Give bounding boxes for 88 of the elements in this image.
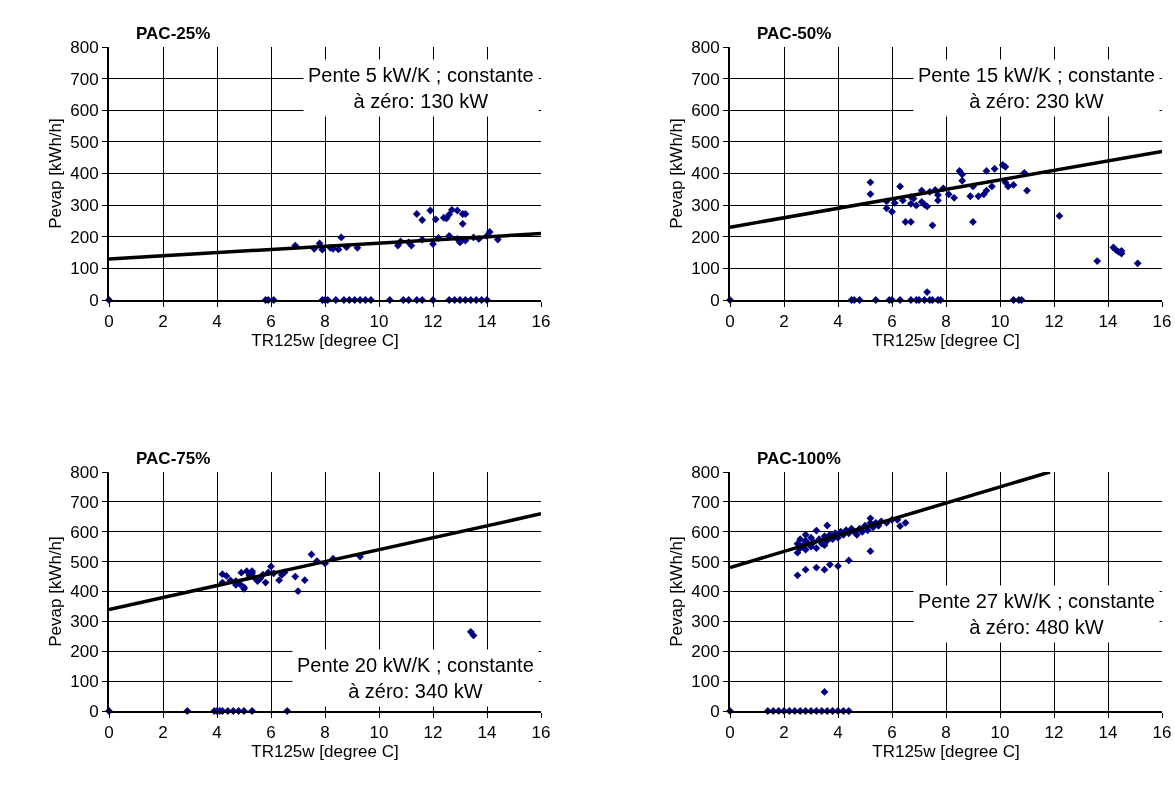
- y-axis-title: Pevap [kWh/h]: [667, 118, 687, 229]
- x-tick-label: 8: [941, 723, 951, 743]
- y-tick-label: 500: [691, 132, 720, 152]
- y-tick-label: 600: [691, 522, 720, 542]
- x-tick-label: 14: [477, 312, 497, 332]
- x-tick-label: 14: [477, 723, 497, 743]
- x-axis-title: TR125w [degree C]: [251, 331, 399, 351]
- y-tick-label: 200: [691, 227, 720, 247]
- y-tick-label: 100: [70, 259, 99, 279]
- y-tick-label: 800: [70, 37, 99, 57]
- y-tick-label: 400: [691, 582, 720, 602]
- x-tick-label: 4: [833, 723, 843, 743]
- x-axis-title: TR125w [degree C]: [872, 331, 1020, 351]
- y-tick-label: 400: [70, 164, 99, 184]
- x-tick-label: 10: [369, 312, 389, 332]
- x-tick-label: 2: [158, 312, 168, 332]
- x-tick-label: 2: [158, 723, 168, 743]
- y-tick-label: 200: [70, 642, 99, 662]
- x-tick-label: 10: [990, 312, 1010, 332]
- x-tick-label: 14: [1098, 312, 1118, 332]
- y-tick-label: 800: [691, 462, 720, 482]
- y-tick-label: 700: [691, 69, 720, 89]
- y-tick-label: 300: [691, 612, 720, 632]
- y-tick-label: 600: [70, 522, 99, 542]
- y-tick-label: 0: [89, 290, 99, 310]
- y-axis-title: Pevap [kWh/h]: [667, 536, 687, 647]
- y-tick-label: 100: [691, 259, 720, 279]
- x-tick-label: 0: [725, 723, 735, 743]
- y-tick-label: 300: [70, 196, 99, 216]
- y-tick-label: 700: [70, 69, 99, 89]
- chart-title: PAC-75%: [136, 449, 211, 468]
- y-tick-label: 300: [691, 196, 720, 216]
- y-tick-label: 200: [691, 642, 720, 662]
- chart-title: PAC-25%: [136, 24, 211, 43]
- x-tick-label: 8: [320, 723, 330, 743]
- x-tick-label: 4: [212, 723, 222, 743]
- x-tick-label: 0: [104, 312, 114, 332]
- x-tick-label: 6: [266, 312, 276, 332]
- y-tick-label: 400: [70, 582, 99, 602]
- y-tick-label: 300: [70, 612, 99, 632]
- x-tick-label: 4: [212, 312, 222, 332]
- x-tick-label: 12: [1044, 312, 1064, 332]
- x-tick-label: 14: [1098, 723, 1118, 743]
- x-tick-label: 12: [423, 723, 443, 743]
- y-tick-label: 700: [691, 492, 720, 512]
- x-tick-label: 12: [1044, 723, 1064, 743]
- y-axis-title: Pevap [kWh/h]: [46, 118, 66, 229]
- x-tick-label: 16: [531, 312, 551, 332]
- annotation: Pente 15 kW/K ; constante à zéro: 230 kW: [918, 64, 1155, 112]
- x-tick-label: 12: [423, 312, 443, 332]
- y-tick-label: 700: [70, 492, 99, 512]
- y-tick-label: 500: [70, 552, 99, 572]
- x-axis-title: TR125w [degree C]: [251, 742, 399, 762]
- y-tick-label: 400: [691, 164, 720, 184]
- y-tick-label: 0: [89, 701, 99, 721]
- chart-title: PAC-100%: [757, 449, 841, 468]
- y-tick-label: 200: [70, 227, 99, 247]
- x-tick-label: 16: [1152, 723, 1172, 743]
- x-tick-label: 0: [104, 723, 114, 743]
- annotation: Pente 20 kW/K ; constante à zéro: 340 kW: [297, 654, 534, 702]
- x-tick-label: 4: [833, 312, 843, 332]
- x-tick-label: 2: [779, 723, 789, 743]
- y-axis-title: Pevap [kWh/h]: [46, 536, 66, 647]
- x-tick-label: 8: [320, 312, 330, 332]
- x-tick-label: 2: [779, 312, 789, 332]
- x-tick-label: 0: [725, 312, 735, 332]
- x-tick-label: 10: [369, 723, 389, 743]
- x-axis-title: TR125w [degree C]: [872, 742, 1020, 762]
- x-tick-label: 10: [990, 723, 1010, 743]
- annotation: Pente 27 kW/K ; constante à zéro: 480 kW: [918, 590, 1155, 638]
- y-tick-label: 0: [710, 290, 720, 310]
- x-tick-label: 6: [887, 312, 897, 332]
- y-tick-label: 0: [710, 701, 720, 721]
- x-tick-label: 8: [941, 312, 951, 332]
- y-tick-label: 500: [70, 132, 99, 152]
- x-tick-label: 16: [531, 723, 551, 743]
- y-tick-label: 600: [691, 101, 720, 121]
- x-tick-label: 6: [266, 723, 276, 743]
- x-tick-label: 6: [887, 723, 897, 743]
- y-tick-label: 100: [70, 672, 99, 692]
- annotation: Pente 5 kW/K ; constante à zéro: 130 kW: [308, 64, 534, 112]
- y-tick-label: 600: [70, 101, 99, 121]
- x-tick-label: 16: [1152, 312, 1172, 332]
- y-tick-label: 100: [691, 672, 720, 692]
- y-tick-label: 800: [70, 462, 99, 482]
- y-tick-label: 500: [691, 552, 720, 572]
- chart-title: PAC-50%: [757, 24, 832, 43]
- y-tick-label: 800: [691, 37, 720, 57]
